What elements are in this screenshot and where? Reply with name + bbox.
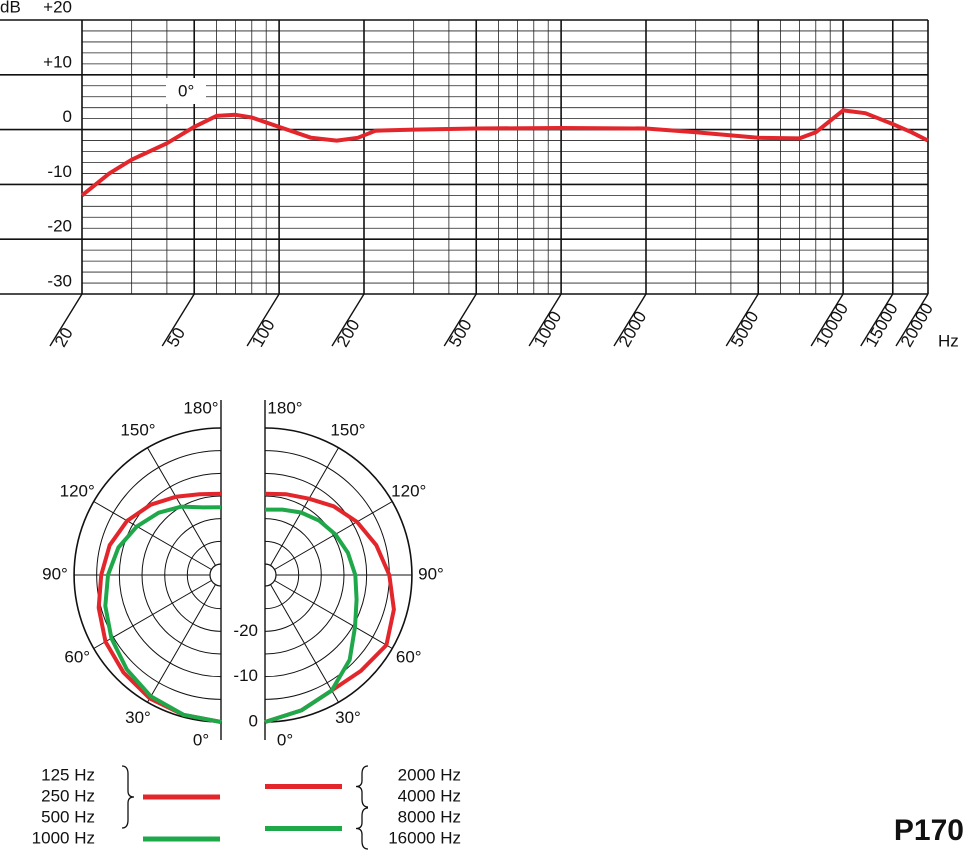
angle-label: 60°: [396, 647, 422, 666]
angle-label: 120°: [391, 481, 426, 500]
angle-label: 0°: [193, 730, 209, 749]
angle-label: 90°: [42, 564, 68, 583]
x-tick-label: 15000: [862, 300, 902, 350]
tick-mark: [725, 293, 759, 347]
legend-label: 8000 Hz: [398, 807, 461, 826]
radial-tick-label: -20: [233, 621, 258, 640]
response-curve: [80, 108, 929, 197]
x-tick-label: 2000: [615, 308, 650, 350]
spoke: [93, 580, 212, 649]
legend-brace: [355, 807, 369, 850]
x-tick-label: 100: [248, 316, 279, 350]
tick-mark: [331, 293, 365, 347]
y-tick-label: -20: [47, 217, 72, 236]
angle-label: 0°: [277, 730, 293, 749]
spoke: [274, 501, 393, 570]
legend-label: 4000 Hz: [398, 786, 461, 805]
angle-label: 30°: [335, 708, 361, 727]
tick-mark: [528, 293, 562, 347]
x-tick-label: 1000: [530, 308, 565, 350]
series-label: 0°: [178, 81, 194, 100]
spoke: [147, 584, 216, 703]
angle-label: 180°: [267, 398, 302, 417]
angle-label: 150°: [330, 421, 365, 440]
x-tick-label: 500: [445, 316, 476, 350]
angle-label: 30°: [125, 708, 151, 727]
legend-label: 1000 Hz: [32, 828, 95, 847]
polar-curve: [103, 504, 222, 724]
spoke: [274, 580, 393, 649]
x-tick-label: 10000: [812, 300, 852, 350]
y-tick-label: 0: [63, 107, 72, 126]
spoke: [270, 584, 339, 703]
radial-tick-label: -10: [233, 666, 258, 685]
tick-mark: [49, 293, 83, 347]
tick-mark: [810, 293, 844, 347]
angle-label: 120°: [60, 481, 95, 500]
polar-curve: [96, 491, 222, 724]
polar-curve: [264, 507, 359, 724]
x-tick-label: 5000: [727, 308, 762, 350]
x-tick-label: 200: [333, 316, 364, 350]
angle-label: 60°: [64, 647, 90, 666]
inner-ring: [209, 563, 222, 587]
tick-mark: [613, 293, 647, 347]
legend-brace: [121, 765, 135, 829]
legend-label: 2000 Hz: [398, 765, 461, 784]
x-tick-label: 50: [163, 324, 189, 350]
tick-mark: [443, 293, 477, 347]
legend-label: 16000 Hz: [388, 828, 461, 847]
legend-label: 125 Hz: [41, 765, 95, 784]
legend-label: 250 Hz: [41, 786, 95, 805]
tick-mark: [860, 293, 894, 347]
inner-ring: [264, 563, 277, 587]
spoke: [270, 447, 339, 566]
y-axis-label: dB: [0, 0, 21, 16]
tick-mark: [246, 293, 280, 347]
x-tick-label: 20000: [897, 300, 937, 350]
legend-label: 500 Hz: [41, 807, 95, 826]
x-tick-label: 20: [51, 324, 77, 350]
y-tick-label: -30: [47, 271, 72, 290]
legend-brace: [355, 765, 369, 808]
y-tick-label: +20: [43, 0, 72, 16]
model-name: P170: [894, 814, 964, 847]
tick-mark: [161, 293, 195, 347]
angle-label: 90°: [418, 564, 444, 583]
radial-tick-label: 0: [249, 711, 258, 730]
x-axis-label: Hz: [938, 331, 959, 350]
angle-label: 180°: [183, 398, 218, 417]
y-tick-label: +10: [43, 52, 72, 71]
angle-label: 150°: [120, 421, 155, 440]
annotation-box: [166, 78, 206, 104]
spoke: [93, 501, 212, 570]
y-tick-label: -10: [47, 162, 72, 181]
tick-mark: [895, 293, 929, 347]
